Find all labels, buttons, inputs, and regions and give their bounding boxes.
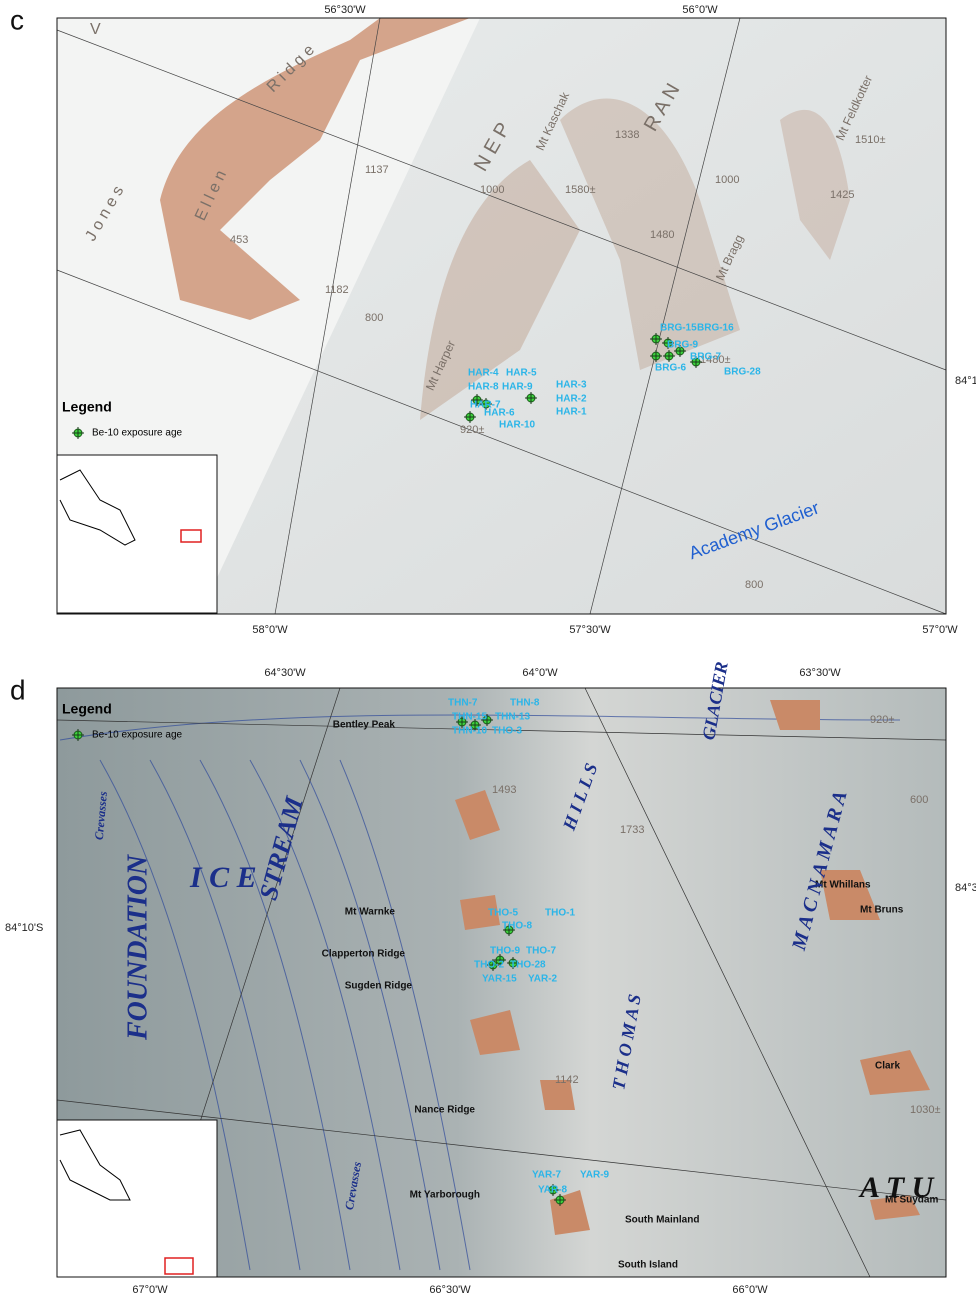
elevation: 1000 [480,184,504,196]
sample-label: THN-8 [510,698,540,709]
sample-label: THO-7 [526,946,556,957]
sample-label: THO-9 [490,946,520,957]
sample-label: THN-7 [448,698,478,709]
sample-label: THO-2 [474,960,504,971]
sample-label: HAR-2 [556,394,587,405]
elevation: 1338 [615,129,639,141]
legend-item: Be-10 exposure age [92,730,183,741]
elevation: 1137 [365,164,389,176]
region-name: I C E [189,861,257,894]
elevation: 453 [230,234,248,246]
elevation: 920± [870,714,894,726]
elevation: 1030± [910,1104,941,1116]
sample-label: HAR-10 [499,420,536,431]
place-name: V [90,21,101,38]
sample-label: BRG-9 [667,340,699,351]
elevation: 1580± [565,184,596,196]
axis-label: 56°30'W [324,4,366,16]
sample-label: THO-8 [502,921,532,932]
elevation: 1493 [492,784,516,796]
sample-label: THO-28 [510,960,546,971]
axis-label: 84°1 [955,375,976,387]
sample-label: YAR-9 [580,1170,610,1181]
sample-label: HAR-4 [468,368,499,379]
elevation: 800 [745,579,763,591]
panel-label: d [10,674,26,705]
page: {"panels":[ {"label":"c", "top_axis":["5… [0,0,976,1298]
place-name: Mt Warnke [345,907,396,918]
elevation: 1000 [715,174,739,186]
sample-label: BRG-6 [655,363,687,374]
panel-label: c [10,4,24,35]
sample-label: HAR-9 [502,382,533,393]
sample-label: YAR-8 [538,1185,568,1196]
axis-label: 63°30'W [799,667,841,679]
sample-label: THO-3 [492,726,522,737]
sample-label: BRG-15 [660,323,697,334]
axis-label: 84°3 [955,882,976,894]
axis-label: 58°0'W [252,624,288,636]
axis-label: 57°30'W [569,624,611,636]
sample-label: YAR-7 [532,1170,562,1181]
place-name: Nance Ridge [414,1105,475,1116]
place-name: South Island [618,1260,678,1271]
inset-map [57,1120,217,1277]
place-name: Sugden Ridge [345,981,413,992]
place-name: Bentley Peak [333,720,396,731]
sample-label: THO-1 [545,908,575,919]
axis-label: 56°0'W [682,4,718,16]
sample-label: HAR-8 [468,382,499,393]
legend-title: Legend [62,399,112,415]
sample-label: YAR-2 [528,974,558,985]
axis-label: 67°0'W [132,1284,168,1296]
axis-label: 64°0'W [522,667,558,679]
sample-label: HAR-5 [506,368,537,379]
sample-label: THO-5 [488,908,518,919]
region-name: A T U [858,1171,935,1204]
sample-label: BRG-16 [697,323,734,334]
elevation: 1510± [855,134,886,146]
axis-label: 57°0'W [922,624,958,636]
inset-map [57,455,217,613]
axis-label: 66°30'W [429,1284,471,1296]
sample-label: YAR-15 [482,974,517,985]
figure: c 56°30'W 56°0'W 58°0'W 57°30'W 57°0'W 84°1 Leg… [0,0,976,1298]
legend-item: Be-10 exposure age [92,428,183,439]
elevation: 1425 [830,189,854,201]
place-name: South Mainland [625,1215,699,1226]
legend-title: Legend [62,701,112,717]
sample-label: THN-13 [495,712,530,723]
sample-label: HAR-1 [556,407,587,418]
place-name: Mt Bruns [860,905,904,916]
elevation: 1182 [325,284,349,296]
axis-label: 64°30'W [264,667,306,679]
place-name: Clapperton Ridge [322,949,406,960]
sample-label: THN-15 [452,712,487,723]
elevation: 800 [365,312,383,324]
sample-label: BRG-28 [724,367,761,378]
sample-label: BRG-7 [690,352,722,363]
place-name: Mt Yarborough [410,1190,480,1201]
elevation: 1733 [620,824,644,836]
elevation: 600 [910,794,928,806]
place-name: Clark [875,1061,900,1072]
sample-label: THN-10 [452,726,487,737]
elevation: 1480 [650,229,674,241]
axis-label: 66°0'W [732,1284,768,1296]
region-name: FOUNDATION [122,853,153,1041]
elevation: 920± [460,424,484,436]
sample-label: HAR-6 [484,408,515,419]
elevation: 1142 [555,1074,579,1086]
axis-label: 84°10'S [5,922,43,934]
sample-label: HAR-3 [556,380,587,391]
